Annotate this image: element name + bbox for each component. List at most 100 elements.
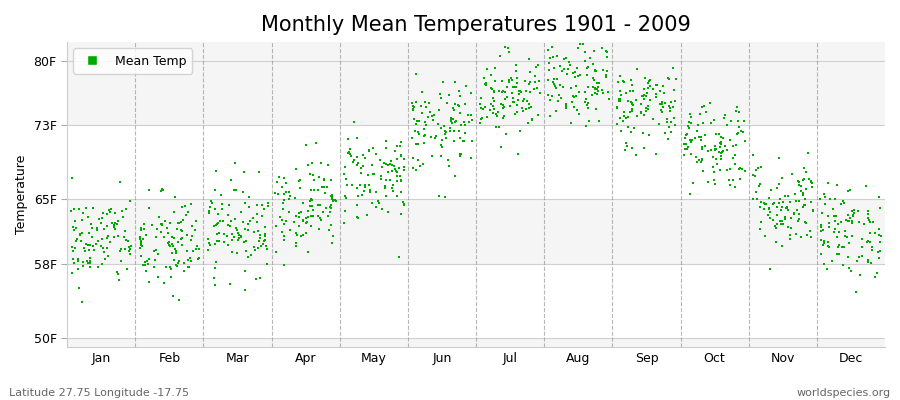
Point (852, 272, 867, 278)
Point (101, 233, 115, 239)
Point (714, 156, 728, 162)
Point (416, 160, 430, 167)
Point (167, 194, 182, 200)
Point (661, 136, 675, 142)
Point (107, 223, 122, 230)
Point (678, 146, 692, 152)
Point (681, 122, 696, 129)
Point (181, 257, 195, 263)
Point (307, 186, 321, 193)
Point (236, 219, 250, 225)
Point (735, 166, 750, 172)
Point (442, 163, 456, 170)
Point (111, 217, 125, 224)
Point (338, 195, 353, 201)
Point (509, 37, 524, 44)
Point (224, 236, 238, 243)
Point (579, 96, 593, 102)
Point (635, 130, 650, 136)
Point (299, 142, 313, 148)
Point (832, 242, 846, 249)
Point (211, 221, 225, 228)
Point (351, 192, 365, 199)
Point (613, 96, 627, 102)
Point (738, 138, 752, 144)
Point (664, 99, 679, 105)
Point (821, 243, 835, 250)
Point (347, 157, 362, 163)
Point (731, 130, 745, 137)
Point (414, 102, 428, 109)
Point (424, 134, 438, 140)
Point (208, 240, 222, 247)
Point (422, 100, 436, 106)
Point (695, 146, 709, 152)
Point (454, 122, 469, 128)
Point (588, 85, 602, 91)
Point (865, 247, 879, 254)
Point (562, 59, 576, 65)
Point (818, 201, 832, 207)
Point (108, 226, 122, 232)
Point (116, 213, 130, 220)
Point (749, 167, 763, 174)
Point (478, 104, 492, 110)
Point (394, 178, 409, 184)
Point (791, 218, 806, 224)
Point (184, 223, 199, 229)
Point (238, 169, 252, 175)
Point (122, 246, 137, 252)
Point (250, 210, 265, 217)
Point (699, 108, 714, 115)
Point (171, 238, 185, 245)
Point (415, 89, 429, 95)
Point (712, 149, 726, 156)
Point (132, 245, 147, 252)
Point (817, 238, 832, 244)
Point (553, 82, 567, 89)
Point (185, 233, 200, 240)
Point (641, 106, 655, 112)
Point (649, 93, 663, 100)
Point (169, 262, 184, 268)
Point (326, 233, 340, 240)
Point (79, 205, 94, 212)
Point (861, 208, 876, 214)
Point (845, 213, 859, 220)
Point (252, 169, 266, 175)
Point (872, 231, 886, 238)
Point (556, 56, 571, 62)
Point (253, 232, 267, 238)
Point (483, 72, 498, 78)
Point (299, 215, 313, 221)
Point (704, 119, 718, 126)
Point (476, 106, 491, 112)
Point (189, 246, 203, 252)
Point (434, 125, 448, 131)
Point (789, 230, 804, 237)
Point (113, 258, 128, 264)
Point (75, 230, 89, 236)
Point (625, 100, 639, 107)
Point (806, 208, 821, 214)
Point (491, 88, 506, 94)
Point (435, 137, 449, 143)
Point (522, 81, 536, 87)
Point (685, 137, 699, 144)
Point (842, 264, 857, 271)
Point (163, 243, 177, 249)
Point (567, 104, 581, 110)
Point (840, 234, 854, 241)
Point (630, 66, 644, 72)
Point (249, 201, 264, 208)
Point (733, 164, 747, 171)
Point (414, 110, 428, 116)
Point (625, 108, 639, 114)
Point (317, 176, 331, 182)
Point (108, 220, 122, 226)
Point (176, 217, 191, 224)
Point (832, 228, 847, 235)
Point (171, 258, 185, 264)
Point (359, 212, 374, 219)
Point (861, 216, 876, 223)
